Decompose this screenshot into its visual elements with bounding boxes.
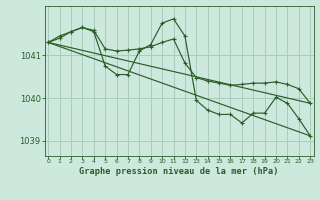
- X-axis label: Graphe pression niveau de la mer (hPa): Graphe pression niveau de la mer (hPa): [79, 167, 279, 176]
